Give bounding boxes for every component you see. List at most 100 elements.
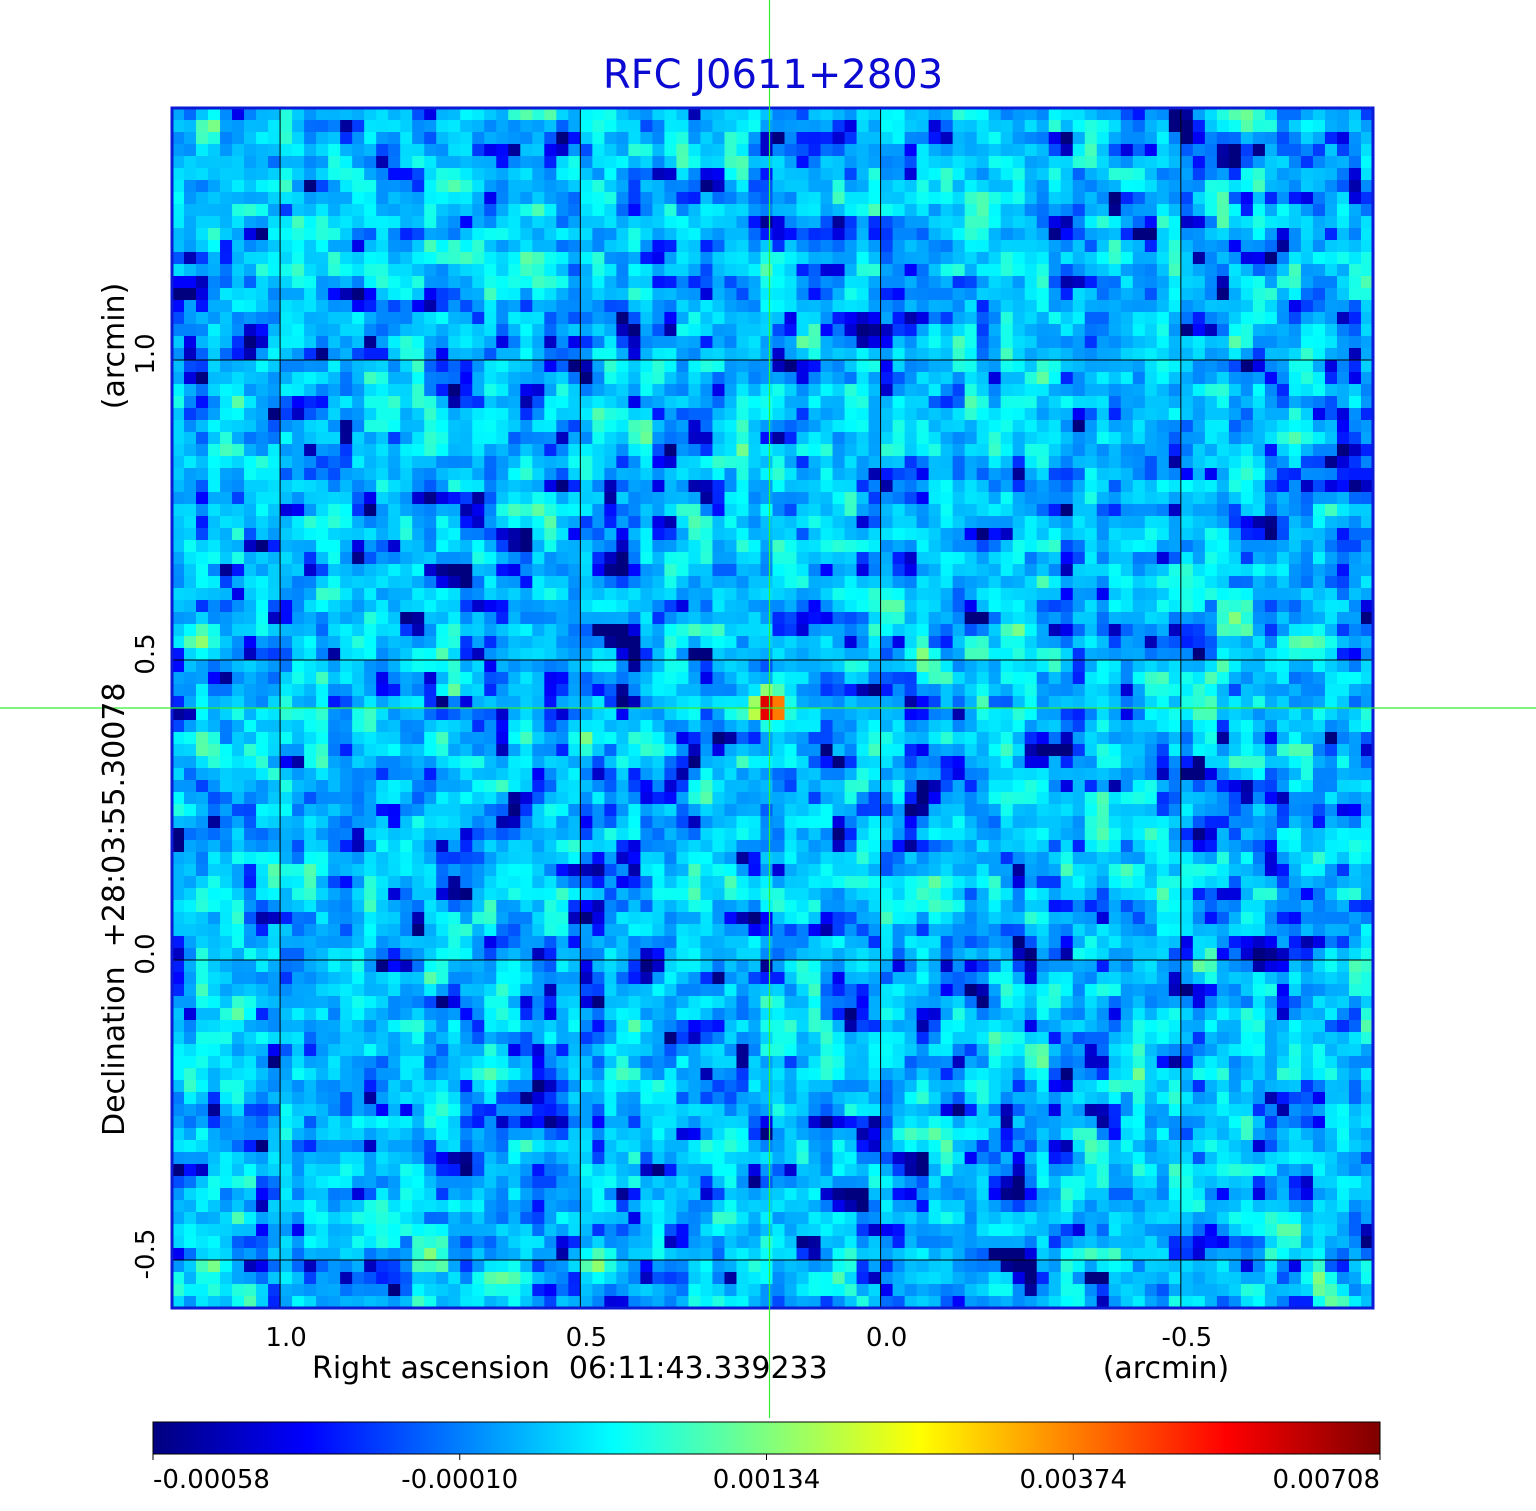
image-pixel (940, 648, 954, 661)
image-pixel (1060, 576, 1074, 589)
image-pixel (676, 168, 690, 181)
image-pixel (460, 240, 473, 253)
image-pixel (652, 108, 666, 121)
image-pixel (916, 636, 930, 649)
image-pixel (400, 660, 413, 673)
image-pixel (892, 324, 906, 337)
image-pixel (724, 588, 738, 601)
image-pixel (1360, 432, 1374, 445)
image-pixel (964, 636, 978, 649)
image-pixel (700, 216, 714, 229)
image-pixel (1264, 168, 1278, 181)
image-pixel (340, 144, 353, 157)
image-pixel (676, 576, 690, 589)
image-pixel (244, 684, 257, 697)
image-pixel (1180, 648, 1194, 661)
image-pixel (388, 492, 401, 505)
image-pixel (1048, 252, 1062, 265)
image-pixel (184, 288, 197, 301)
image-pixel (1192, 384, 1206, 397)
image-pixel (328, 132, 341, 145)
image-pixel (976, 348, 990, 361)
image-pixel (808, 252, 822, 265)
image-pixel (1180, 564, 1194, 577)
image-pixel (748, 576, 762, 589)
image-pixel (1288, 696, 1302, 709)
image-pixel (568, 216, 581, 229)
image-pixel (1156, 588, 1170, 601)
image-pixel (1276, 456, 1290, 469)
image-pixel (616, 468, 629, 481)
image-pixel (1264, 648, 1278, 661)
image-pixel (808, 204, 822, 217)
image-pixel (1216, 156, 1230, 169)
image-pixel (1216, 120, 1230, 133)
image-pixel (292, 540, 305, 553)
image-pixel (580, 480, 593, 493)
image-pixel (172, 120, 185, 133)
image-pixel (1156, 636, 1170, 649)
image-pixel (904, 600, 918, 613)
image-pixel (976, 660, 990, 673)
image-pixel (244, 696, 257, 709)
image-pixel (256, 240, 269, 253)
image-pixel (700, 336, 714, 349)
image-pixel (892, 192, 906, 205)
image-pixel (652, 564, 666, 577)
image-pixel (964, 612, 978, 625)
image-pixel (676, 480, 690, 493)
image-pixel (724, 552, 738, 565)
image-pixel (1264, 204, 1278, 217)
image-pixel (580, 492, 593, 505)
image-pixel (244, 504, 257, 517)
image-pixel (376, 192, 389, 205)
image-pixel (1168, 636, 1182, 649)
image-pixel (1300, 288, 1314, 301)
image-pixel (1012, 300, 1026, 313)
image-pixel (616, 492, 629, 505)
image-pixel (748, 264, 762, 277)
image-pixel (796, 396, 810, 409)
image-pixel (988, 588, 1002, 601)
image-pixel (808, 552, 822, 565)
image-pixel (832, 180, 846, 193)
image-pixel (928, 624, 942, 637)
image-pixel (748, 372, 762, 385)
image-pixel (424, 516, 437, 529)
image-pixel (1144, 240, 1158, 253)
image-pixel (844, 540, 858, 553)
image-pixel (220, 516, 233, 529)
image-pixel (616, 204, 629, 217)
image-pixel (1288, 228, 1302, 241)
image-pixel (340, 552, 353, 565)
image-pixel (1096, 588, 1110, 601)
image-pixel (1084, 312, 1098, 325)
image-pixel (760, 684, 774, 697)
image-pixel (472, 612, 485, 625)
image-pixel (1216, 300, 1230, 313)
image-pixel (628, 468, 641, 481)
image-pixel (676, 312, 690, 325)
image-pixel (1048, 300, 1062, 313)
image-pixel (808, 324, 822, 337)
image-pixel (208, 312, 221, 325)
image-pixel (496, 120, 509, 133)
image-pixel (1072, 540, 1086, 553)
image-pixel (796, 348, 810, 361)
image-pixel (760, 456, 774, 469)
image-pixel (988, 192, 1002, 205)
image-pixel (1084, 444, 1098, 457)
image-pixel (1072, 456, 1086, 469)
image-pixel (1288, 324, 1302, 337)
image-pixel (1336, 636, 1350, 649)
image-pixel (568, 276, 581, 289)
image-pixel (592, 528, 605, 541)
image-pixel (988, 384, 1002, 397)
image-pixel (916, 180, 930, 193)
image-pixel (232, 684, 245, 697)
image-pixel (1084, 636, 1098, 649)
image-pixel (232, 228, 245, 241)
image-pixel (472, 144, 485, 157)
image-pixel (1348, 312, 1362, 325)
image-pixel (712, 360, 726, 373)
